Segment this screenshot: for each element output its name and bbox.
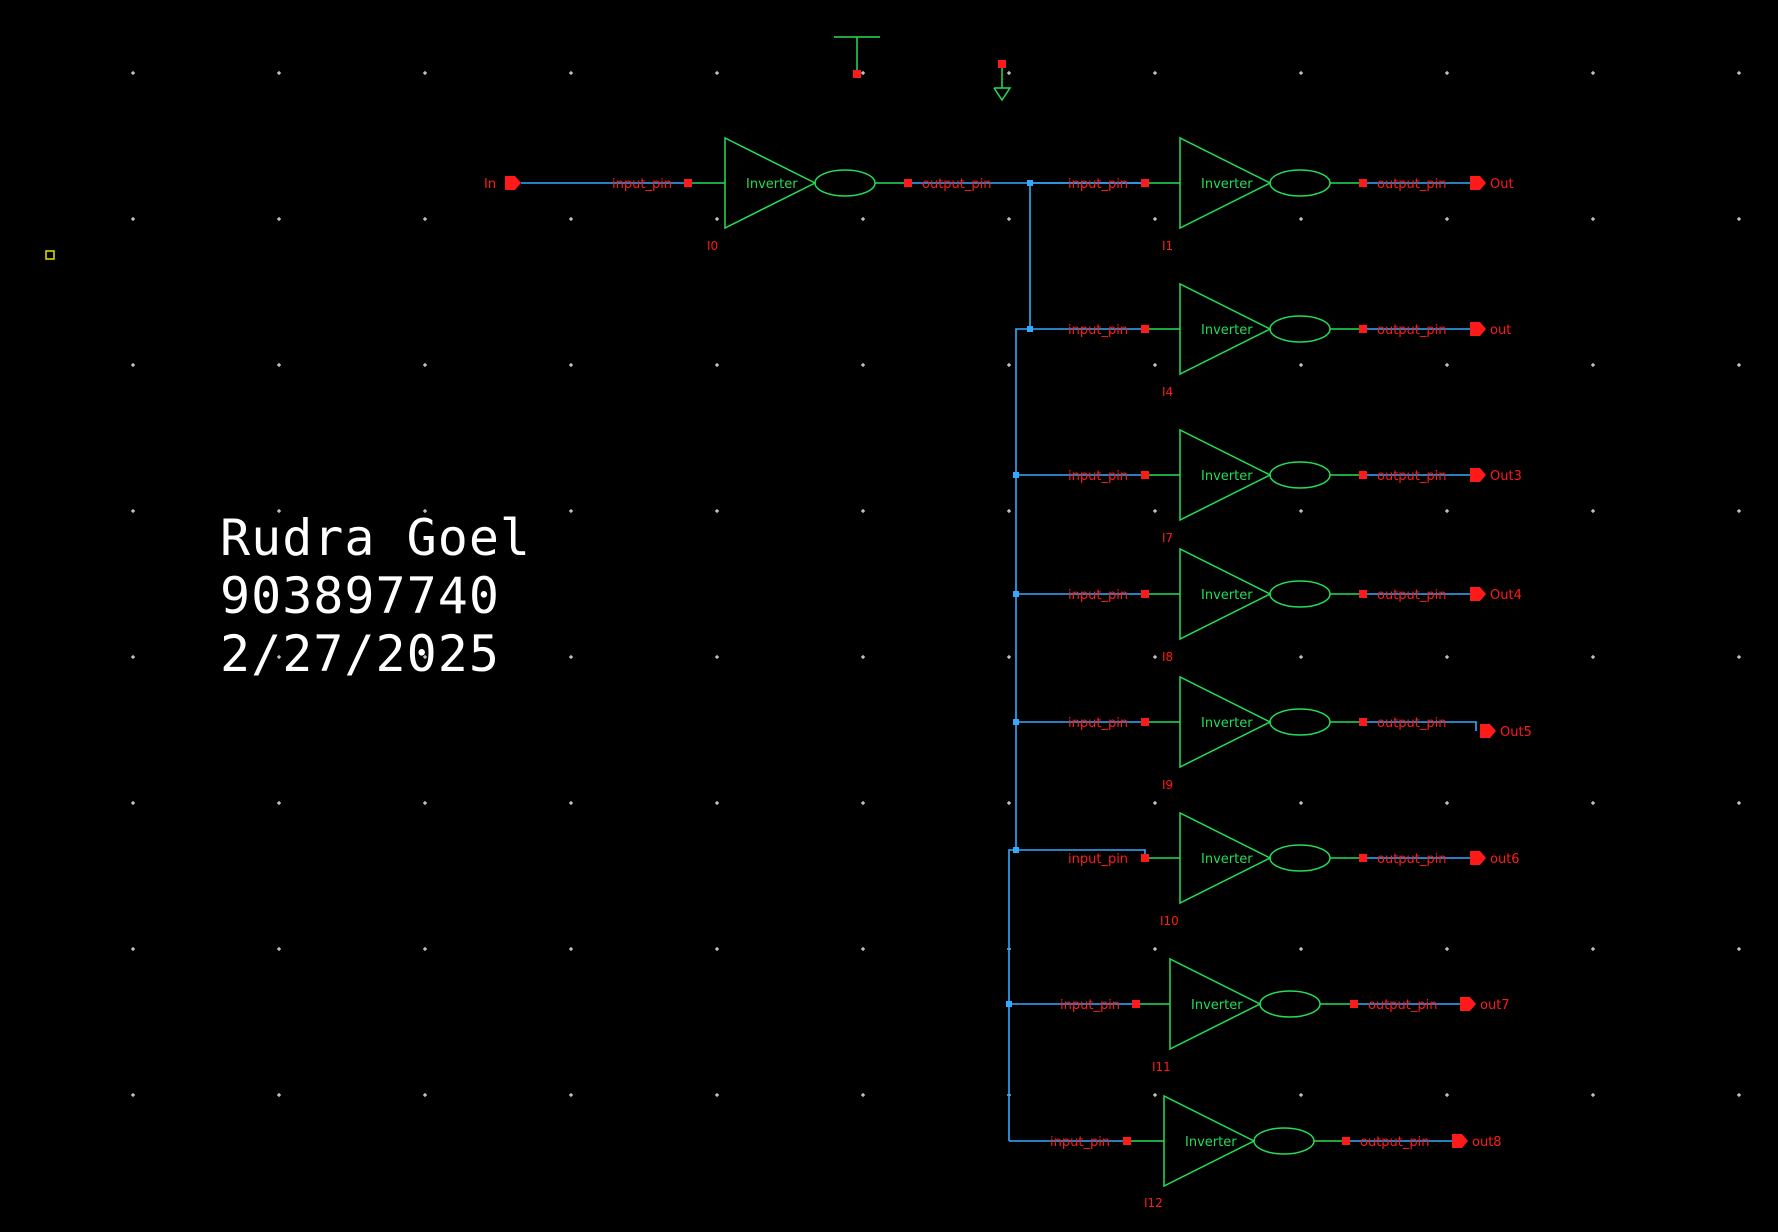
inverter-i4[interactable]: Inverter input_pin output_pin I4 — [1068, 282, 1446, 399]
wire-junction — [1013, 719, 1019, 725]
cell-name: Inverter — [1185, 1135, 1237, 1150]
output-pin-label: output_pin — [1377, 323, 1446, 338]
instance-label: I0 — [707, 239, 718, 253]
instance-label: I11 — [1152, 1060, 1171, 1074]
output-pin-label: output_pin — [1377, 469, 1446, 484]
instance-label: I4 — [1162, 385, 1173, 399]
cell-name: Inverter — [1201, 469, 1253, 484]
output-pin-square[interactable] — [1359, 325, 1367, 333]
cell-name: Inverter — [1191, 998, 1243, 1013]
input-pin-square[interactable] — [1141, 590, 1149, 598]
output-pin-square[interactable] — [904, 179, 912, 187]
output-pin-square[interactable] — [1359, 590, 1367, 598]
input-pin-square[interactable] — [1123, 1137, 1131, 1145]
cell-name: Inverter — [1201, 588, 1253, 603]
inverter-i12[interactable]: Inverter input_pin output_pin I12 — [1050, 1094, 1429, 1210]
inverter-i0[interactable]: Inverter input_pin output_pin I0 — [612, 136, 991, 253]
cell-name: Inverter — [1201, 323, 1253, 338]
output-pin-label: output_pin — [1360, 1135, 1429, 1150]
wire-junction — [1013, 591, 1019, 597]
instance-label: I10 — [1160, 914, 1179, 928]
inverter-i9[interactable]: Inverter input_pin output_pin I9 — [1068, 675, 1446, 792]
origin-marker — [45, 250, 55, 260]
output-port-out5[interactable] — [1480, 724, 1496, 738]
output-port-out3[interactable] — [1470, 468, 1486, 482]
wire-junction — [1006, 1001, 1012, 1007]
output-pin-square[interactable] — [1359, 179, 1367, 187]
output-pin-square[interactable] — [1359, 854, 1367, 862]
instance-label: I9 — [1162, 778, 1173, 792]
output-port-out6[interactable] — [1470, 851, 1486, 865]
input-port-label: In — [484, 177, 496, 192]
input-pin-square[interactable] — [684, 179, 692, 187]
output-port-label: out — [1490, 323, 1511, 338]
input-pin-square[interactable] — [1132, 1000, 1140, 1008]
output-port-out7[interactable] — [1460, 997, 1476, 1011]
input-pin-label: input_pin — [1068, 588, 1128, 603]
inverter-i11[interactable]: Inverter input_pin output_pin I11 — [1060, 957, 1437, 1074]
instance-label: I8 — [1162, 650, 1173, 664]
input-pin-label: input_pin — [1068, 323, 1128, 338]
signature-id: 903897740 — [220, 567, 500, 625]
output-port-label: out8 — [1472, 1135, 1502, 1150]
instance-label: I7 — [1162, 531, 1173, 545]
cell-name: Inverter — [1201, 852, 1253, 867]
output-port-label: out7 — [1480, 998, 1510, 1013]
output-port-label: Out3 — [1490, 469, 1522, 484]
signature-date: 2/27/2025 — [220, 625, 500, 683]
output-pin-label: output_pin — [1368, 998, 1437, 1013]
input-pin-label: input_pin — [1068, 177, 1128, 192]
inverter-i7[interactable]: Inverter input_pin output_pin I7 — [1068, 428, 1446, 545]
inverter-i8[interactable]: Inverter input_pin output_pin I8 — [1068, 547, 1446, 664]
input-pin-square[interactable] — [1141, 471, 1149, 479]
cell-name: Inverter — [1201, 716, 1253, 731]
input-pin-square[interactable] — [1141, 179, 1149, 187]
instance-label: I12 — [1144, 1196, 1163, 1210]
input-pin-label: input_pin — [1060, 998, 1120, 1013]
cell-name: Inverter — [1201, 177, 1253, 192]
output-port-label: Out4 — [1490, 588, 1522, 603]
input-pin-label: input_pin — [612, 177, 672, 192]
output-pin-square[interactable] — [1359, 718, 1367, 726]
output-pin-label: output_pin — [1377, 177, 1446, 192]
signature-name: Rudra Goel — [220, 509, 531, 567]
input-pin-label: input_pin — [1068, 852, 1128, 867]
labels: In Out out Out3 Out4 Out5 out6 out7 out8 — [484, 176, 1532, 1150]
output-pin-label: output_pin — [1377, 716, 1446, 731]
output-port-out4[interactable] — [1470, 587, 1486, 601]
inverter-i10[interactable]: Inverter input_pin output_pin I10 — [1068, 811, 1446, 928]
output-port-out8[interactable] — [1452, 1134, 1468, 1148]
output-pin-square[interactable] — [1350, 1000, 1358, 1008]
input-port-in[interactable]: In — [484, 176, 521, 192]
wire-junction — [1013, 847, 1019, 853]
input-pin-square[interactable] — [1141, 325, 1149, 333]
instance-label: I1 — [1162, 239, 1173, 253]
input-pin-square[interactable] — [1141, 718, 1149, 726]
cell-name: Inverter — [746, 177, 798, 192]
output-port-label: out6 — [1490, 852, 1520, 867]
grid-dots — [131, 71, 1741, 1097]
output-port-out[interactable] — [1470, 322, 1486, 336]
gnd-symbol[interactable] — [993, 60, 1012, 102]
output-port-label: Out5 — [1500, 725, 1532, 740]
input-pin-square[interactable] — [1141, 854, 1149, 862]
input-pin-label: input_pin — [1050, 1135, 1110, 1150]
output-pin-label: output_pin — [1377, 588, 1446, 603]
vdd-symbol[interactable] — [834, 36, 880, 78]
output-pin-square[interactable] — [1359, 471, 1367, 479]
wires — [521, 180, 1477, 1142]
output-pin-label: output_pin — [1377, 852, 1446, 867]
output-pin-square[interactable] — [1342, 1137, 1350, 1145]
wire-junction — [1013, 472, 1019, 478]
input-pin-label: input_pin — [1068, 469, 1128, 484]
output-port-label: Out — [1490, 177, 1514, 192]
inverter-symbols: Inverter input_pin output_pin I0 Inverter inp… — [612, 136, 1446, 1210]
inverter-i1[interactable]: Inverter input_pin output_pin I1 — [1068, 136, 1446, 253]
output-port-out[interactable] — [1470, 176, 1486, 190]
output-pin-label: output_pin — [922, 177, 991, 192]
input-pin-label: input_pin — [1068, 716, 1128, 731]
